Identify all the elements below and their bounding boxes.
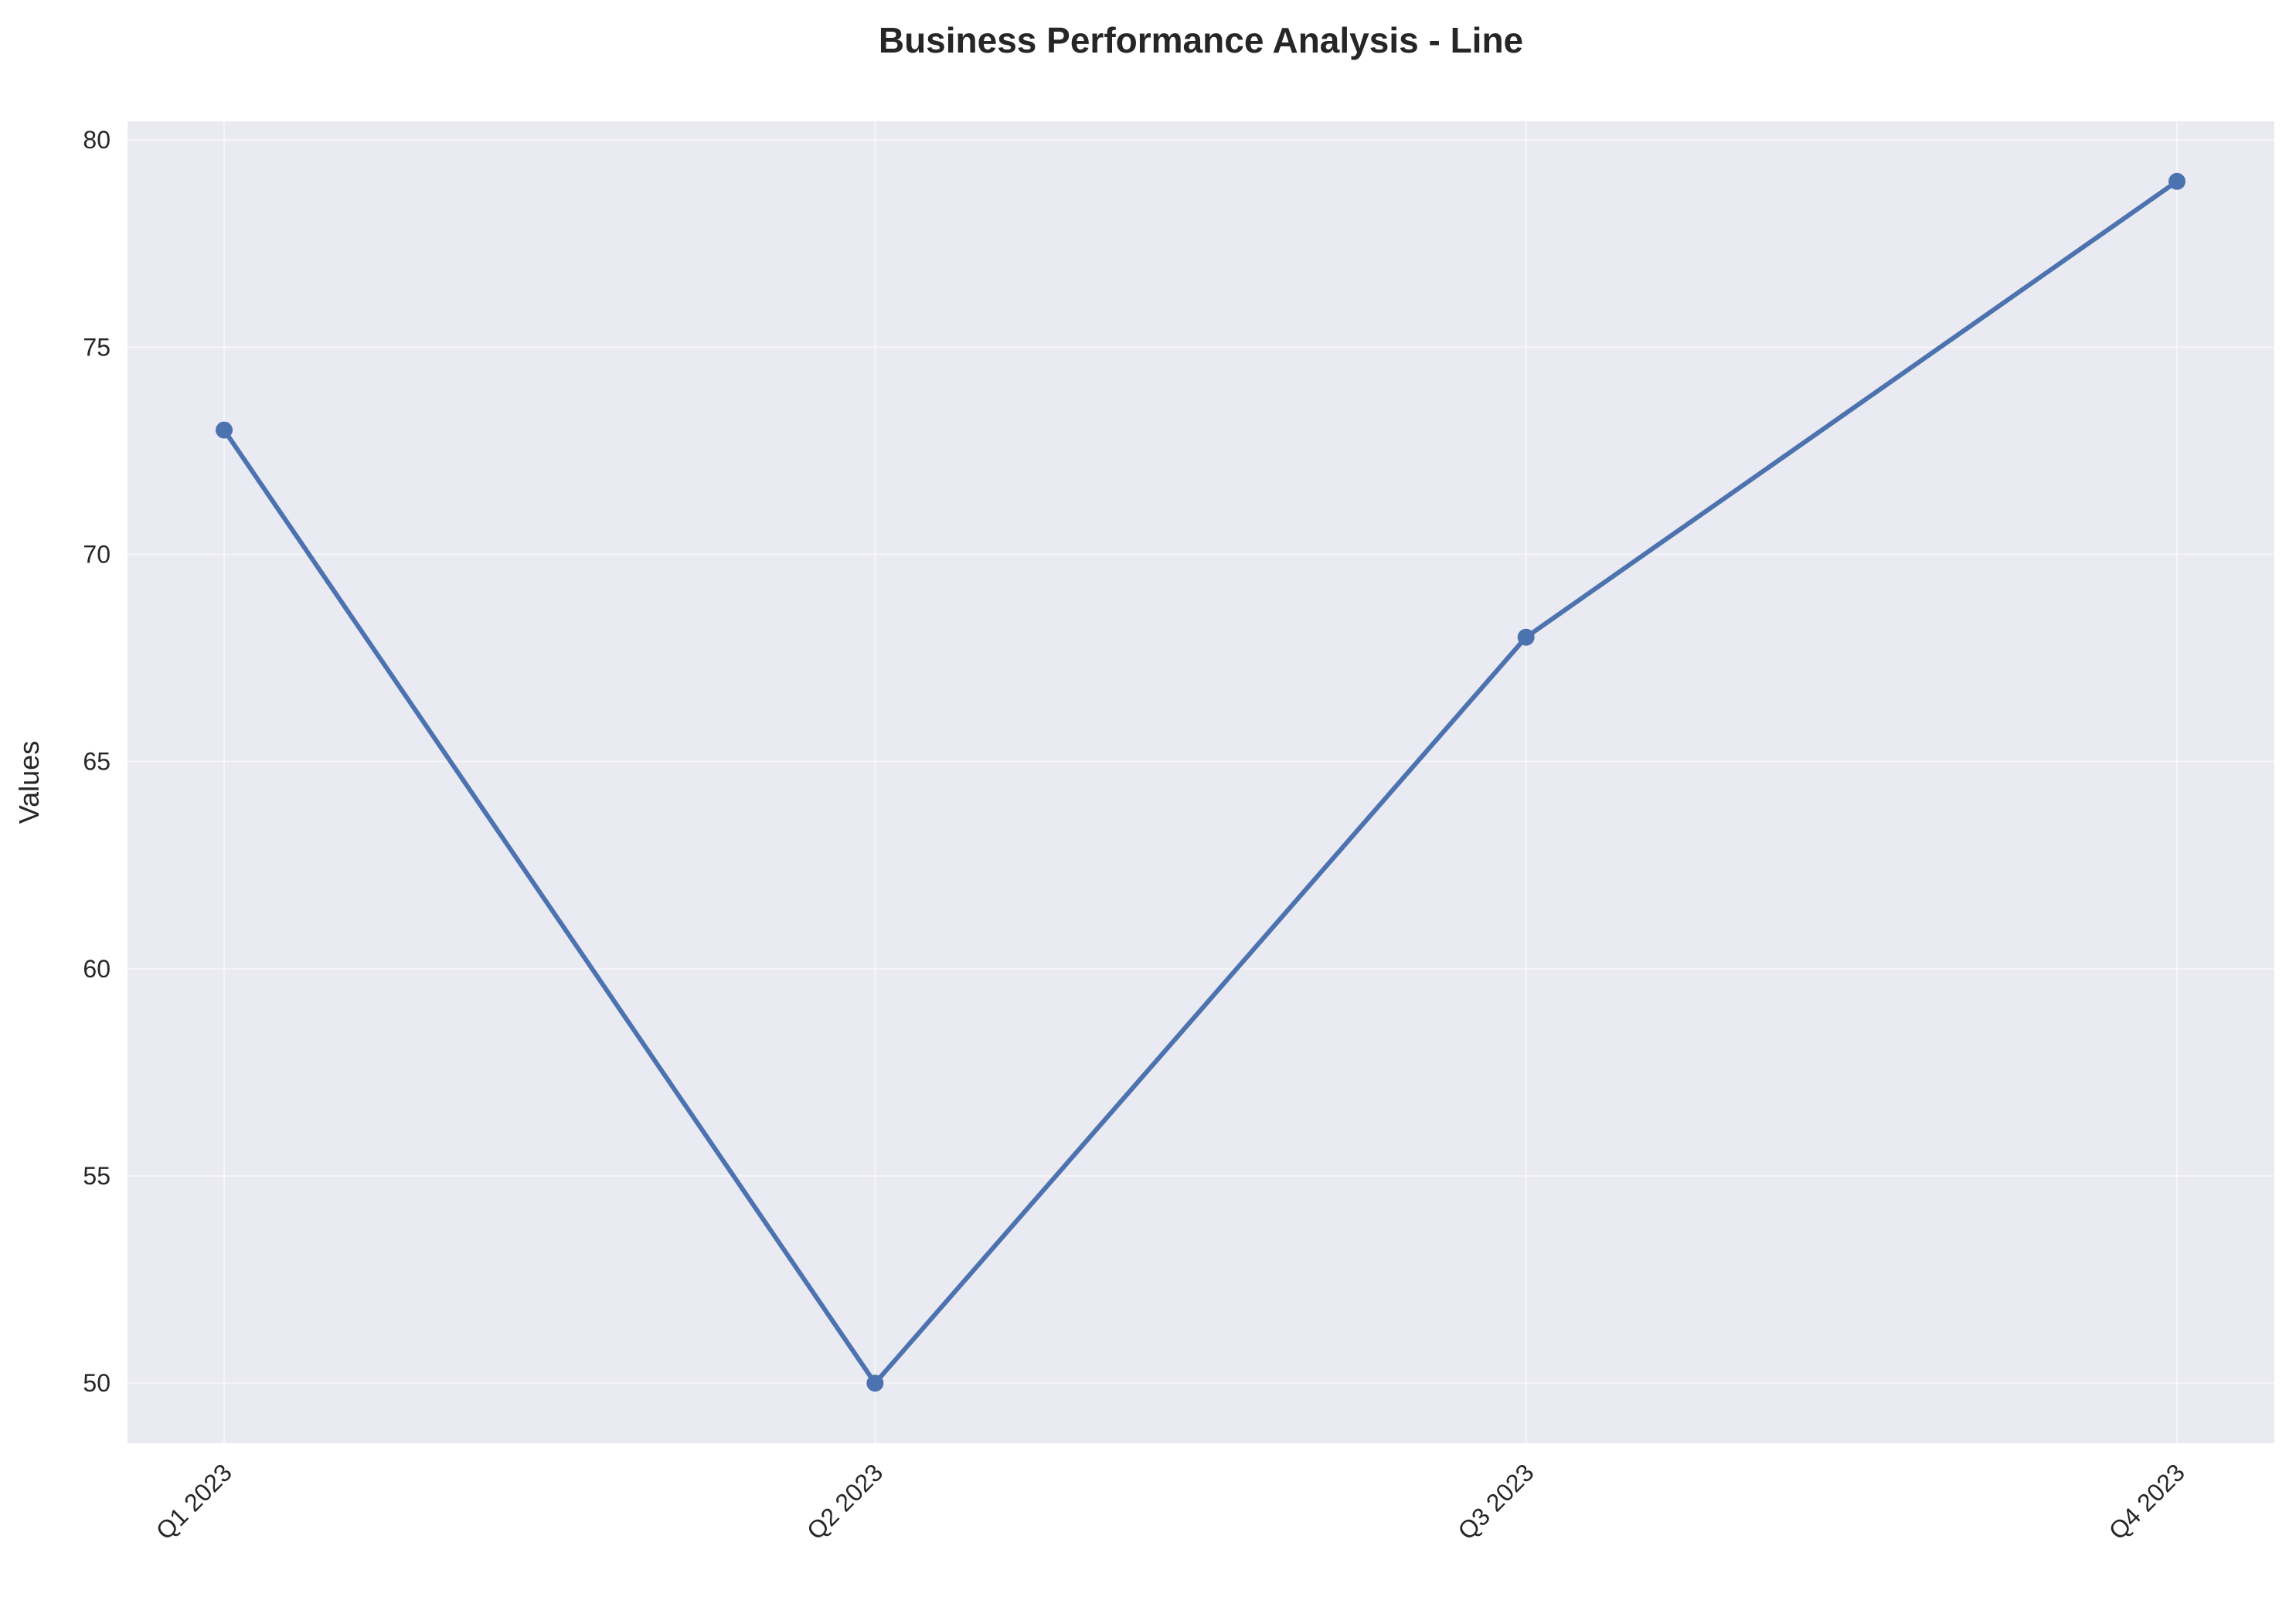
data-point [1517,628,1535,646]
grid [128,121,2274,1443]
series [216,172,2185,1392]
data-point [866,1374,884,1392]
y-tick-label: 65 [83,748,111,776]
y-axis-ticks: 50 55 60 65 70 75 80 [83,126,111,1397]
y-tick-label: 60 [83,955,111,983]
plot-area [128,121,2274,1443]
y-tick-label: 50 [83,1369,111,1397]
y-tick-label: 70 [83,541,111,569]
y-tick-label: 75 [83,333,111,361]
chart-title: Business Performance Analysis - Line [879,20,1523,60]
data-point [216,421,233,439]
y-tick-label: 55 [83,1162,111,1190]
y-tick-label: 80 [83,126,111,154]
series-line [222,178,2179,1386]
y-axis-label: Values [13,741,45,824]
data-point [2168,172,2185,190]
